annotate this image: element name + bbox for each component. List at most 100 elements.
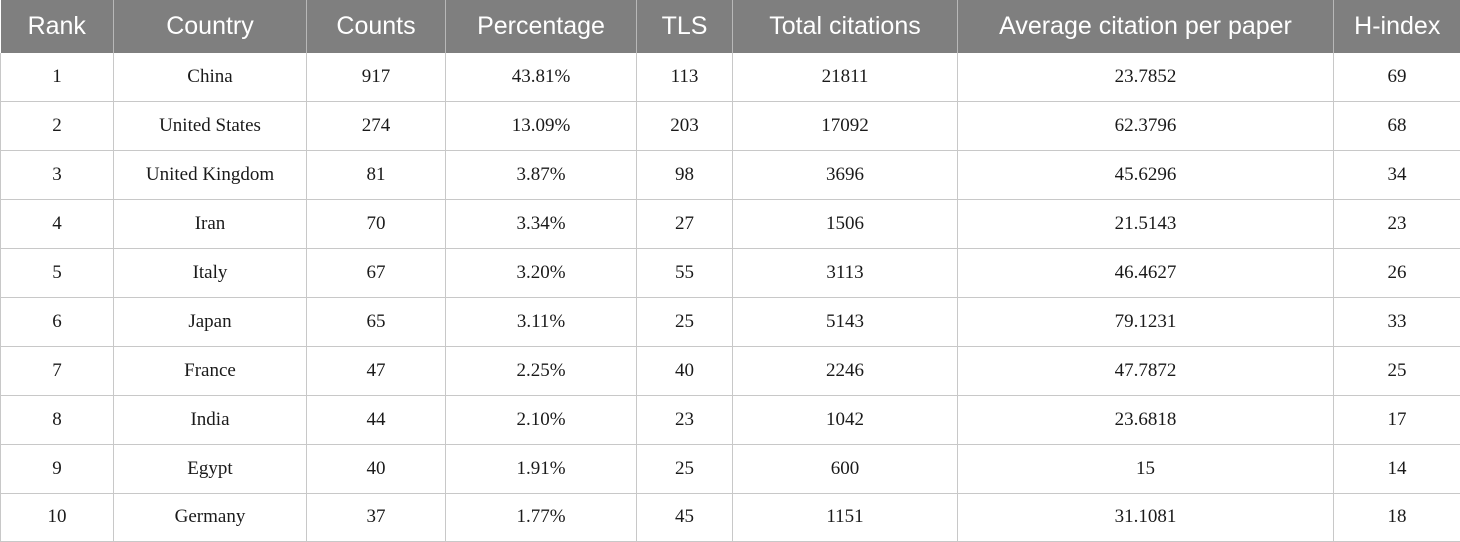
cell-average-citation: 47.7872 — [957, 346, 1334, 396]
cell-average-citation: 23.6818 — [957, 395, 1334, 445]
table-row: 3 United Kingdom 81 3.87% 98 3696 45.629… — [0, 150, 1460, 201]
cell-total-citations: 3113 — [732, 248, 958, 298]
table-row: 7 France 47 2.25% 40 2246 47.7872 25 — [0, 346, 1460, 396]
cell-rank: 10 — [0, 493, 114, 542]
cell-percentage: 13.09% — [445, 101, 637, 152]
cell-percentage: 3.20% — [445, 248, 637, 298]
cell-rank: 7 — [0, 346, 114, 396]
cell-country: Italy — [113, 248, 307, 298]
cell-h-index: 23 — [1333, 199, 1460, 250]
cell-h-index: 34 — [1333, 150, 1460, 201]
table-row: 6 Japan 65 3.11% 25 5143 79.1231 33 — [0, 297, 1460, 347]
cell-h-index: 68 — [1333, 101, 1460, 152]
cell-country: Germany — [113, 493, 307, 542]
cell-counts: 65 — [306, 297, 446, 347]
column-header-counts: Counts — [306, 0, 446, 53]
header-row: Rank Country Counts Percentage TLS Total… — [0, 0, 1460, 53]
cell-average-citation: 45.6296 — [957, 150, 1334, 201]
cell-rank: 2 — [0, 101, 114, 152]
cell-average-citation: 15 — [957, 444, 1334, 494]
cell-country: Japan — [113, 297, 307, 347]
column-header-country: Country — [113, 0, 307, 53]
cell-counts: 40 — [306, 444, 446, 494]
cell-counts: 67 — [306, 248, 446, 298]
cell-h-index: 33 — [1333, 297, 1460, 347]
cell-h-index: 18 — [1333, 493, 1460, 542]
cell-tls: 203 — [636, 101, 733, 152]
cell-percentage: 3.11% — [445, 297, 637, 347]
cell-total-citations: 1042 — [732, 395, 958, 445]
cell-tls: 23 — [636, 395, 733, 445]
cell-country: France — [113, 346, 307, 396]
cell-total-citations: 600 — [732, 444, 958, 494]
cell-percentage: 1.91% — [445, 444, 637, 494]
cell-average-citation: 62.3796 — [957, 101, 1334, 152]
cell-country: India — [113, 395, 307, 445]
cell-country: Egypt — [113, 444, 307, 494]
cell-counts: 81 — [306, 150, 446, 201]
cell-tls: 25 — [636, 444, 733, 494]
cell-rank: 9 — [0, 444, 114, 494]
table-row: 4 Iran 70 3.34% 27 1506 21.5143 23 — [0, 199, 1460, 250]
cell-tls: 45 — [636, 493, 733, 542]
cell-h-index: 17 — [1333, 395, 1460, 445]
cell-percentage: 3.34% — [445, 199, 637, 250]
cell-rank: 1 — [0, 53, 114, 103]
cell-tls: 25 — [636, 297, 733, 347]
cell-h-index: 69 — [1333, 53, 1460, 103]
cell-country: Iran — [113, 199, 307, 250]
column-header-tls: TLS — [636, 0, 733, 53]
cell-country: China — [113, 53, 307, 103]
cell-rank: 3 — [0, 150, 114, 201]
cell-average-citation: 23.7852 — [957, 53, 1334, 103]
cell-counts: 44 — [306, 395, 446, 445]
cell-h-index: 26 — [1333, 248, 1460, 298]
cell-rank: 5 — [0, 248, 114, 298]
cell-average-citation: 46.4627 — [957, 248, 1334, 298]
cell-total-citations: 5143 — [732, 297, 958, 347]
cell-rank: 6 — [0, 297, 114, 347]
column-header-average-citation: Average citation per paper — [957, 0, 1334, 53]
table-body: 1 China 917 43.81% 113 21811 23.7852 69 … — [0, 53, 1460, 542]
cell-total-citations: 17092 — [732, 101, 958, 152]
cell-percentage: 1.77% — [445, 493, 637, 542]
cell-country: United States — [113, 101, 307, 152]
cell-average-citation: 79.1231 — [957, 297, 1334, 347]
cell-total-citations: 3696 — [732, 150, 958, 201]
cell-counts: 47 — [306, 346, 446, 396]
cell-percentage: 3.87% — [445, 150, 637, 201]
cell-counts: 70 — [306, 199, 446, 250]
cell-total-citations: 21811 — [732, 53, 958, 103]
table-row: 8 India 44 2.10% 23 1042 23.6818 17 — [0, 395, 1460, 445]
cell-percentage: 2.25% — [445, 346, 637, 396]
cell-tls: 98 — [636, 150, 733, 201]
column-header-rank: Rank — [0, 0, 114, 53]
cell-tls: 40 — [636, 346, 733, 396]
table-row: 1 China 917 43.81% 113 21811 23.7852 69 — [0, 53, 1460, 103]
column-header-h-index: H-index — [1354, 12, 1441, 40]
cell-average-citation: 31.1081 — [957, 493, 1334, 542]
cell-average-citation: 21.5143 — [957, 199, 1334, 250]
table-header: Rank Country Counts Percentage TLS Total… — [0, 0, 1460, 53]
cell-total-citations: 2246 — [732, 346, 958, 396]
cell-counts: 37 — [306, 493, 446, 542]
table-row: 9 Egypt 40 1.91% 25 600 15 14 — [0, 444, 1460, 494]
column-header-total-citations: Total citations — [732, 0, 958, 53]
cell-percentage: 43.81% — [445, 53, 637, 103]
cell-tls: 55 — [636, 248, 733, 298]
table-row: 10 Germany 37 1.77% 45 1151 31.1081 18 — [0, 493, 1460, 542]
cell-total-citations: 1151 — [732, 493, 958, 542]
table-row: 2 United States 274 13.09% 203 17092 62.… — [0, 101, 1460, 152]
cell-tls: 27 — [636, 199, 733, 250]
cell-h-index: 25 — [1333, 346, 1460, 396]
cell-total-citations: 1506 — [732, 199, 958, 250]
cell-counts: 917 — [306, 53, 446, 103]
cell-h-index: 14 — [1333, 444, 1460, 494]
cell-tls: 113 — [636, 53, 733, 103]
cell-rank: 8 — [0, 395, 114, 445]
table-row: 5 Italy 67 3.20% 55 3113 46.4627 26 — [0, 248, 1460, 298]
cell-counts: 274 — [306, 101, 446, 152]
column-header-percentage: Percentage — [445, 0, 637, 53]
cell-percentage: 2.10% — [445, 395, 637, 445]
